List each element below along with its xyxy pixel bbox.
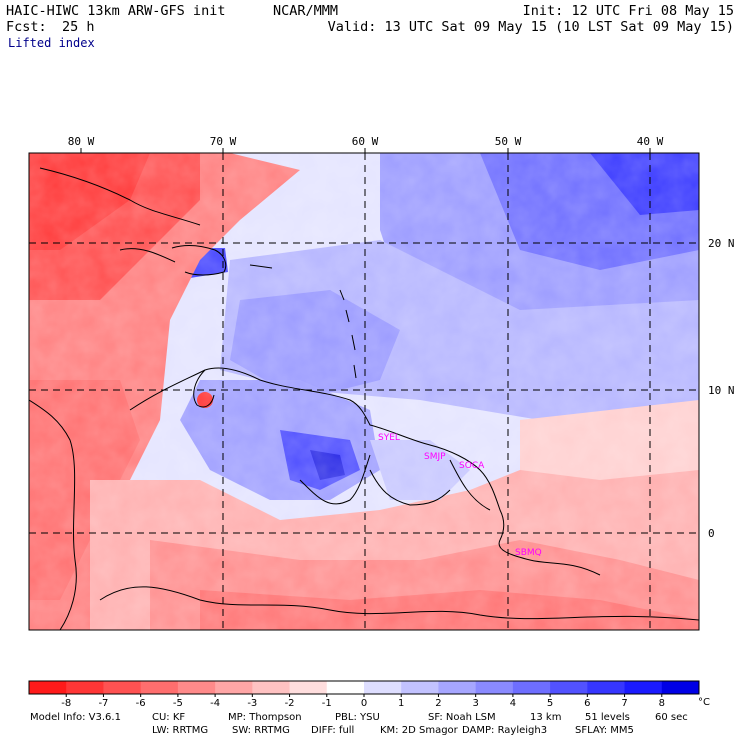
colorbar-tick-label: 1 bbox=[398, 698, 404, 709]
station-label: SYEL bbox=[378, 433, 400, 443]
colorbar: -8 -7 -6 -5 -4 -3 -2 -1 0 1 2 3 4 5 6 7 8 bbox=[28, 680, 700, 709]
colorbar-swatch bbox=[289, 681, 328, 694]
colorbar-tick-label: -8 bbox=[61, 698, 71, 709]
colorbar-swatch bbox=[326, 681, 365, 694]
forecast-label: Fcst: bbox=[6, 19, 47, 35]
colorbar-tick-label: -3 bbox=[247, 698, 257, 709]
top-ticks bbox=[80, 148, 651, 153]
model-info-damp: DAMP: Rayleigh3 bbox=[462, 725, 548, 736]
colorbar-tick-label: 0 bbox=[361, 698, 367, 709]
colorbar-tick-label: -4 bbox=[210, 698, 220, 709]
forecast-hours: 25 h bbox=[62, 19, 95, 35]
lat-label: 10 N bbox=[708, 384, 735, 397]
colorbar-tick-label: 8 bbox=[659, 698, 665, 709]
colorbar-tick-label: -2 bbox=[285, 698, 295, 709]
colorbar-swatch bbox=[401, 681, 439, 694]
lon-label: 50 W bbox=[495, 135, 522, 148]
model-info-cu: CU: KF bbox=[152, 712, 186, 723]
colorbar-unit: °C bbox=[698, 697, 710, 708]
colorbar-swatch bbox=[438, 681, 477, 694]
colorbar-swatch bbox=[364, 681, 402, 694]
model-info-mp: MP: Thompson bbox=[228, 712, 302, 723]
coastlines bbox=[29, 167, 699, 630]
model-info-km: KM: 2D Smagor bbox=[380, 725, 458, 736]
lon-label: 80 W bbox=[68, 135, 95, 148]
colorbar-tick-label: -1 bbox=[322, 698, 332, 709]
model-info-resolution: 13 km bbox=[530, 712, 562, 723]
init-time: Init: 12 UTC Fri 08 May 15 bbox=[522, 3, 734, 19]
colorbar-swatch bbox=[177, 681, 216, 694]
colorbar-tick-label: 3 bbox=[472, 698, 478, 709]
model-info-sf: SF: Noah LSM bbox=[428, 712, 496, 723]
colorbar-swatch bbox=[587, 681, 626, 694]
lon-label: 40 W bbox=[637, 135, 664, 148]
colorbar-swatch bbox=[140, 681, 179, 694]
map-frame bbox=[28, 152, 700, 631]
colorbar-swatch bbox=[66, 681, 104, 694]
model-info-diff: DIFF: full bbox=[311, 725, 355, 736]
colorbar-tick-label: -5 bbox=[173, 698, 183, 709]
model-info-version: Model Info: V3.6.1 bbox=[30, 712, 121, 723]
model-info-sflay: SFLAY: MM5 bbox=[575, 725, 634, 736]
station-label: SBMQ bbox=[515, 548, 542, 558]
lon-label: 70 W bbox=[210, 135, 237, 148]
organization-label: NCAR/MMM bbox=[273, 3, 339, 19]
colorbar-tick-label: 6 bbox=[584, 698, 590, 709]
colorbar-tick-label: 7 bbox=[621, 698, 627, 709]
station-label: SOCA bbox=[459, 461, 485, 471]
model-info-lw: LW: RRTMG bbox=[152, 725, 209, 736]
colorbar-tick-label: 2 bbox=[435, 698, 441, 709]
lat-label: 20 N bbox=[708, 237, 735, 250]
colorbar-swatch bbox=[512, 681, 551, 694]
colorbar-tick-label: -7 bbox=[98, 698, 108, 709]
lon-label: 60 W bbox=[352, 135, 379, 148]
model-info-pbl: PBL: YSU bbox=[335, 712, 380, 723]
colorbar-swatch bbox=[215, 681, 253, 694]
colorbar-swatch bbox=[550, 681, 588, 694]
colorbar-tick-label: 4 bbox=[510, 698, 516, 709]
model-info-sw: SW: RRTMG bbox=[232, 725, 290, 736]
colorbar-swatch bbox=[475, 681, 514, 694]
colorbar-swatch bbox=[661, 681, 700, 694]
model-info-levels: 51 levels bbox=[585, 712, 630, 723]
model-info-timestep: 60 sec bbox=[655, 712, 688, 723]
station-label: SMJP bbox=[424, 452, 446, 462]
colorbar-swatch bbox=[252, 681, 291, 694]
colorbar-swatch bbox=[624, 681, 663, 694]
colorbar-tick-label: 5 bbox=[547, 698, 553, 709]
model-title: HAIC-HIWC 13km ARW-GFS init bbox=[6, 3, 226, 19]
colorbar-tick-label: -6 bbox=[136, 698, 146, 709]
lat-label: 0 bbox=[708, 527, 715, 540]
colorbar-swatch bbox=[29, 681, 67, 694]
valid-time: Valid: 13 UTC Sat 09 May 15 (10 LST Sat … bbox=[327, 19, 734, 35]
colorbar-swatch bbox=[103, 681, 142, 694]
lifted-index-field bbox=[29, 153, 699, 630]
field-name: Lifted index bbox=[8, 36, 95, 50]
lat-lon-grid bbox=[29, 153, 699, 630]
